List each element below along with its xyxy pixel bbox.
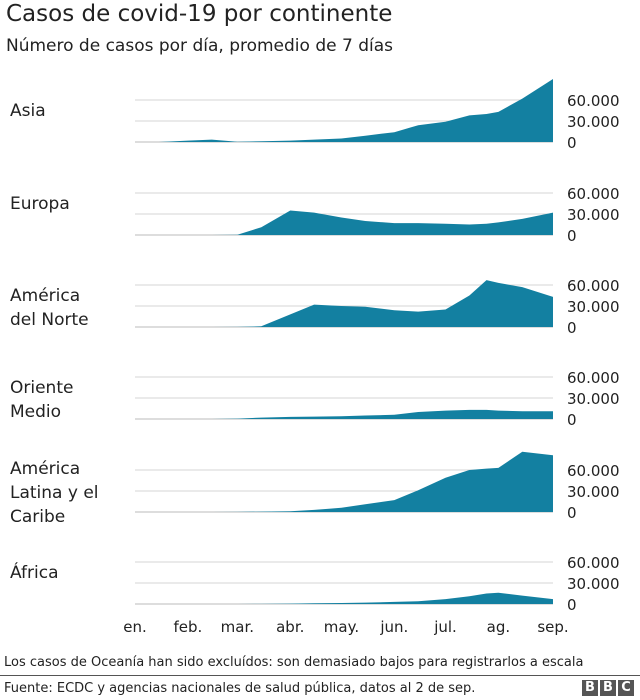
panel-label: América <box>10 286 81 306</box>
panel-label: Oriente <box>10 378 74 398</box>
panel-label: Caribe <box>10 507 66 527</box>
source-text: Fuente: ECDC y agencias nacionales de sa… <box>4 681 476 696</box>
chart-title: Casos de covid-19 por continente <box>6 1 393 27</box>
y-tick-label: 0 <box>567 227 577 245</box>
x-tick-label: abr. <box>276 618 304 636</box>
x-tick-label: jul. <box>433 618 457 636</box>
x-tick-label: sep. <box>537 618 568 636</box>
x-tick-label: may. <box>324 618 359 636</box>
y-tick-label: 60.000 <box>567 462 620 480</box>
footnote: Los casos de Oceanía han sido excluídos:… <box>4 655 584 670</box>
panel-label: Asia <box>10 101 46 121</box>
y-tick-label: 0 <box>567 504 577 522</box>
y-tick-label: 60.000 <box>567 554 620 572</box>
y-tick-label: 30.000 <box>567 575 620 593</box>
x-tick-label: en. <box>123 618 147 636</box>
x-tick-label: feb. <box>173 618 202 636</box>
panel-label: Medio <box>10 402 62 422</box>
panel-label: del Norte <box>10 310 89 330</box>
y-tick-label: 60.000 <box>567 92 620 110</box>
x-tick-label: jun. <box>379 618 408 636</box>
y-tick-label: 30.000 <box>567 298 620 316</box>
y-tick-label: 0 <box>567 596 577 614</box>
panel-label: África <box>10 563 59 583</box>
area-series-4 <box>135 451 553 512</box>
y-tick-label: 60.000 <box>567 277 620 295</box>
y-tick-label: 60.000 <box>567 369 620 387</box>
chart-area: 60.000 30.000 0 60.000 30.000 0 60.000 30.000 0 6… <box>123 79 620 636</box>
panel-label: Europa <box>10 194 70 214</box>
area-series-3 <box>135 409 553 419</box>
divider <box>0 675 640 676</box>
panel-label: Latina y el <box>10 483 99 503</box>
area-series-1 <box>135 210 553 235</box>
area-series-2 <box>135 280 553 327</box>
y-tick-label: 30.000 <box>567 483 620 501</box>
y-tick-label: 30.000 <box>567 206 620 224</box>
x-tick-label: ag. <box>487 618 510 636</box>
y-tick-label: 60.000 <box>567 185 620 203</box>
y-tick-label: 0 <box>567 319 577 337</box>
y-tick-label: 0 <box>567 411 577 429</box>
area-series-5 <box>135 592 553 604</box>
y-tick-label: 30.000 <box>567 113 620 131</box>
chart-subtitle: Número de casos por día, promedio de 7 d… <box>6 36 393 56</box>
area-series-0 <box>135 79 553 142</box>
panel-label: América <box>10 459 81 479</box>
y-tick-label: 0 <box>567 134 577 152</box>
y-tick-label: 30.000 <box>567 390 620 408</box>
x-tick-label: mar. <box>221 618 254 636</box>
